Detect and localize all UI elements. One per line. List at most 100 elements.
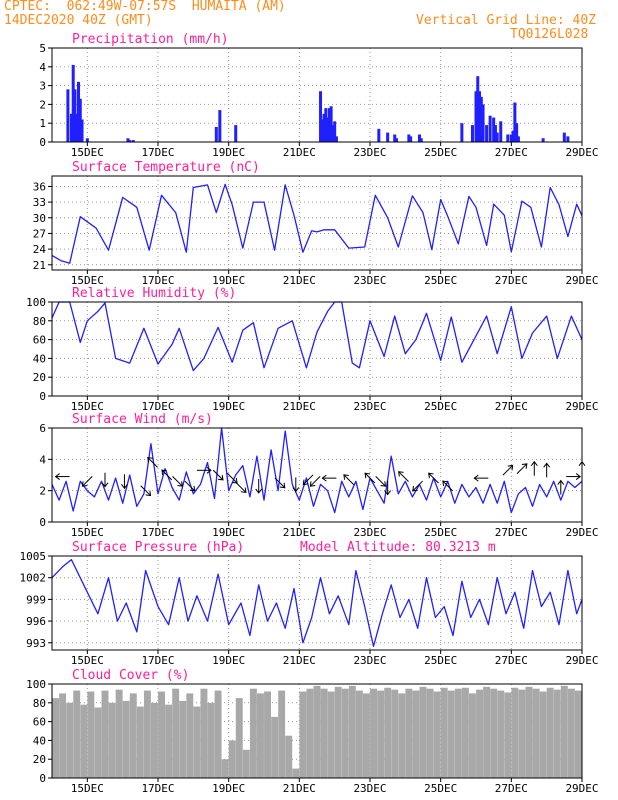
cloud-bar [249, 688, 257, 778]
y-tick-label: 36 [33, 180, 46, 193]
cloud-bar [136, 706, 144, 778]
panel-title: Cloud Cover (%) [72, 668, 189, 683]
precip-bar [409, 136, 413, 142]
cloud-bar [172, 688, 180, 778]
cloud-bar [412, 690, 420, 778]
x-tick-label: 19DEC [212, 274, 245, 287]
panel-4 [48, 555, 583, 654]
precip-bar [485, 125, 489, 142]
cloud-bar [546, 687, 554, 778]
wind-arrow-head [309, 481, 316, 487]
cloud-bar [257, 693, 264, 778]
precip-bar [322, 113, 326, 142]
model-code: TQ0126L028 [510, 27, 589, 42]
y-tick-label: 0 [39, 516, 46, 529]
cloud-bar [313, 685, 321, 778]
cloud-bar [341, 688, 349, 778]
wind-arrow-shaft [309, 476, 321, 487]
cloud-bar [490, 688, 498, 778]
cloud-bar [348, 685, 356, 778]
wind-arrow [292, 477, 300, 493]
precip-bar [126, 138, 130, 142]
x-tick-label: 17DEC [141, 782, 174, 795]
panel-frame [51, 427, 583, 523]
wind-arrow [398, 471, 409, 482]
precip-bar [509, 134, 513, 142]
wind-arrow-head [206, 466, 212, 474]
precip-bar [417, 134, 421, 142]
cloud-bar [575, 690, 582, 778]
wind-arrow-head [217, 474, 224, 481]
wind-arrow-head [364, 472, 371, 479]
x-tick-label: 19DEC [212, 526, 245, 539]
precip-bar [515, 123, 519, 142]
x-tick-label: 19DEC [212, 782, 245, 795]
y-tick-label: 1005 [20, 550, 47, 563]
wind-arrow-head [442, 480, 448, 487]
y-tick-label: 33 [33, 196, 46, 209]
precip-bar [85, 138, 89, 142]
precip-bar [334, 136, 338, 142]
wind-arrow-shaft [226, 472, 238, 484]
wind-arrow-shaft [516, 463, 528, 474]
wind-arrow-shaft [302, 474, 314, 485]
station-header: CPTEC: 062:49W-07:57S HUMAITA (AM) [4, 0, 286, 14]
cloud-bar [66, 702, 74, 778]
panel-3 [48, 427, 586, 526]
cloud-bar [193, 706, 201, 778]
precip-bar [333, 121, 337, 142]
cloud-bar [101, 690, 109, 778]
cloud-bar [398, 693, 406, 778]
panel-title: Surface Pressure (hPa) [72, 540, 244, 555]
cloud-bar [221, 759, 229, 778]
wind-arrow [412, 480, 423, 492]
x-tick-label: 17DEC [141, 274, 174, 287]
panel-frame [51, 47, 583, 143]
cloud-bar [539, 691, 547, 778]
precip-bar [541, 138, 545, 142]
precip-bar [128, 140, 132, 142]
x-tick-label: 23DEC [353, 782, 386, 795]
wind-arrow-head [428, 472, 434, 479]
cloud-bar [567, 688, 575, 778]
panel-title: Precipitation (mm/h) [72, 32, 229, 47]
wind-arrow-shaft [343, 474, 355, 485]
precip-bar [474, 91, 478, 142]
cloud-bar [553, 689, 561, 778]
wind-arrow-head [161, 469, 167, 476]
wind-arrow-shaft [235, 482, 247, 493]
y-tick-label: 0 [39, 390, 46, 403]
wind-arrow-head [147, 456, 153, 463]
wind-arrow [172, 476, 183, 487]
wind-arrow-shaft [161, 469, 173, 481]
wind-arrow-shaft [398, 471, 409, 482]
cloud-bar [115, 689, 123, 778]
wind-arrow-head [279, 482, 286, 489]
y-tick-label: 2 [39, 98, 46, 111]
wind-arrow [161, 469, 173, 481]
wind-arrow-head [54, 473, 60, 480]
y-tick-label: 20 [33, 371, 46, 384]
wind-arrow [140, 485, 152, 497]
wind-arrow [147, 456, 158, 468]
wind-arrow-shaft [428, 472, 439, 484]
x-tick-label: 15DEC [71, 654, 104, 667]
wind-arrow [530, 460, 538, 476]
cloud-bar [483, 686, 491, 778]
wind-arrow-head [145, 490, 152, 497]
wind-arrow [212, 469, 224, 481]
y-tick-label: 40 [33, 734, 46, 747]
cloud-bar [228, 740, 236, 778]
panel-1 [48, 175, 583, 274]
precip-bar [566, 136, 570, 142]
panel-5 [48, 683, 583, 782]
cloud-bar [440, 687, 448, 778]
wind-arrow [101, 472, 109, 488]
y-tick-label: 21 [33, 259, 46, 272]
precip-bar [395, 138, 398, 142]
cloud-bar [476, 689, 483, 778]
precip-bar [329, 106, 333, 142]
x-tick-label: 15DEC [71, 526, 104, 539]
x-tick-label: 27DEC [495, 146, 528, 159]
cloud-bar [143, 690, 151, 778]
